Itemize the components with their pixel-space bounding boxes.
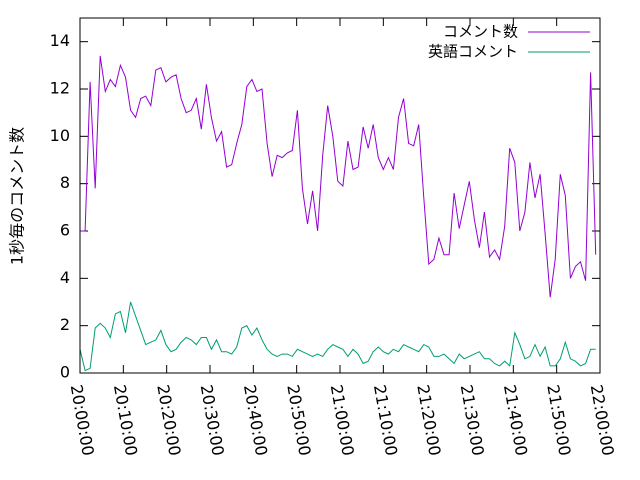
y-tick-label: 12 <box>50 79 70 98</box>
y-tick-label: 6 <box>60 221 70 240</box>
y-tick-label: 14 <box>50 31 70 50</box>
series-line <box>79 301 596 372</box>
y-tick-label: 4 <box>60 268 70 287</box>
y-tick-label: 8 <box>60 173 70 192</box>
series-line <box>80 55 597 298</box>
legend-label: 英語コメント <box>428 43 518 61</box>
legend-label: コメント数 <box>443 23 518 41</box>
plot-border <box>79 17 601 374</box>
y-tick-label: 0 <box>60 363 70 382</box>
y-tick-label: 10 <box>50 126 70 145</box>
y-tick-label: 2 <box>60 315 70 334</box>
y-axis-label: 1秒毎のコメント数 <box>8 127 27 265</box>
